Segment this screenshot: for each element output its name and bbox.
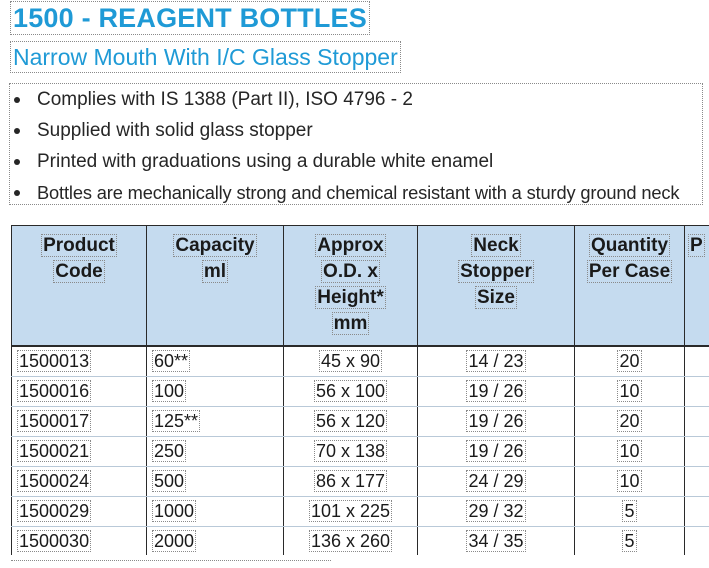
cell-extra <box>684 436 709 467</box>
table-row: 1500024 500 86 x 177 24 / 29 10 <box>11 466 709 497</box>
cell-product-code: 1500013 <box>11 345 147 377</box>
cell-quantity: 20 <box>574 406 685 437</box>
cell-product-code: 1500017 <box>11 406 147 437</box>
cell-product-code: 1500024 <box>11 466 147 497</box>
feature-item: Bottles are mechanically strong and chem… <box>10 177 702 208</box>
cell-capacity: 250 <box>146 436 284 467</box>
table-row: 1500029 1000 101 x 225 29 / 32 5 <box>11 496 709 527</box>
cell-quantity: 20 <box>574 345 685 377</box>
cell-capacity: 2000 <box>146 526 284 555</box>
cell-product-code: 1500021 <box>11 436 147 467</box>
cell-neck-stopper: 29 / 32 <box>417 496 575 527</box>
header-dimensions: Approx O.D. x Height* mm <box>283 225 418 347</box>
cell-quantity: 10 <box>574 376 685 407</box>
cell-capacity: 500 <box>146 466 284 497</box>
cell-product-code: 1500029 <box>11 496 147 527</box>
table-row: 1500013 60** 45 x 90 14 / 23 20 <box>11 345 709 377</box>
cell-neck-stopper: 24 / 29 <box>417 466 575 497</box>
cell-neck-stopper: 19 / 26 <box>417 436 575 467</box>
cell-neck-stopper: 34 / 35 <box>417 526 575 555</box>
cell-capacity: 100 <box>146 376 284 407</box>
cell-neck-stopper: 14 / 23 <box>417 345 575 377</box>
cell-extra <box>684 466 709 497</box>
cell-quantity: 5 <box>574 496 685 527</box>
product-table-container: Product Code Capacity ml Approx O.D. x H… <box>11 225 709 555</box>
cell-capacity: 125** <box>146 406 284 437</box>
cell-capacity: 1000 <box>146 496 284 527</box>
table-header-row: Product Code Capacity ml Approx O.D. x H… <box>11 225 709 347</box>
feature-item: Supplied with solid glass stopper <box>10 115 702 146</box>
footnote-divider <box>11 560 331 567</box>
cell-extra <box>684 526 709 555</box>
cell-extra <box>684 406 709 437</box>
cell-dimensions: 45 x 90 <box>283 345 418 377</box>
table-row: 1500016 100 56 x 100 19 / 26 10 <box>11 376 709 407</box>
cell-quantity: 5 <box>574 526 685 555</box>
cell-dimensions: 101 x 225 <box>283 496 418 527</box>
cell-quantity: 10 <box>574 436 685 467</box>
feature-item: Complies with IS 1388 (Part II), ISO 479… <box>10 84 702 115</box>
header-neck-stopper: Neck Stopper Size <box>417 225 575 347</box>
cell-dimensions: 56 x 120 <box>283 406 418 437</box>
cell-extra <box>684 345 709 377</box>
page-title: 1500 - REAGENT BOTTLES <box>10 1 370 35</box>
cell-quantity: 10 <box>574 466 685 497</box>
header-quantity: Quantity Per Case <box>574 225 685 347</box>
page-subtitle: Narrow Mouth With I/C Glass Stopper <box>10 41 401 73</box>
table-body: 1500013 60** 45 x 90 14 / 23 20 1500016 100 56 … <box>11 345 709 555</box>
table-row: 1500017 125** 56 x 120 19 / 26 20 <box>11 406 709 437</box>
header-product-code: Product Code <box>11 225 147 347</box>
cell-neck-stopper: 19 / 26 <box>417 376 575 407</box>
feature-list: Complies with IS 1388 (Part II), ISO 479… <box>9 83 703 205</box>
cell-capacity: 60** <box>146 345 284 377</box>
cell-extra <box>684 496 709 527</box>
cell-extra <box>684 376 709 407</box>
cell-product-code: 1500030 <box>11 526 147 555</box>
cell-dimensions: 136 x 260 <box>283 526 418 555</box>
product-table: Product Code Capacity ml Approx O.D. x H… <box>11 225 709 555</box>
header-truncated: P <box>684 225 709 347</box>
cell-product-code: 1500016 <box>11 376 147 407</box>
header-capacity: Capacity ml <box>146 225 284 347</box>
cell-dimensions: 86 x 177 <box>283 466 418 497</box>
cell-dimensions: 56 x 100 <box>283 376 418 407</box>
table-row: 1500030 2000 136 x 260 34 / 35 5 <box>11 526 709 555</box>
table-row: 1500021 250 70 x 138 19 / 26 10 <box>11 436 709 467</box>
cell-dimensions: 70 x 138 <box>283 436 418 467</box>
cell-neck-stopper: 19 / 26 <box>417 406 575 437</box>
feature-item: Printed with graduations using a durable… <box>10 146 702 177</box>
